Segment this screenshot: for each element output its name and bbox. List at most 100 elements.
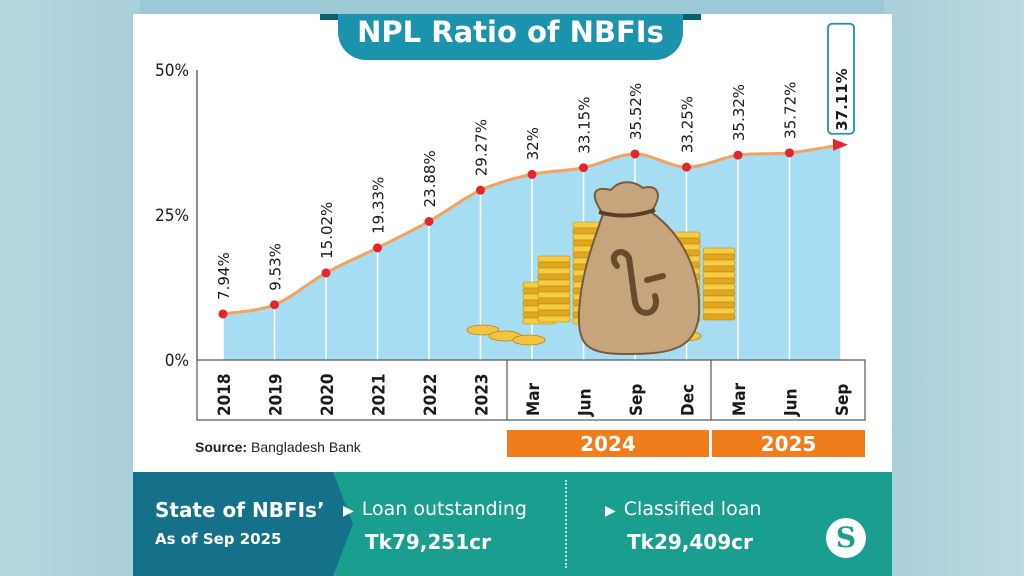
year-group-2025: 2025 xyxy=(712,430,865,457)
coin-stack xyxy=(702,283,736,291)
coin-stack xyxy=(537,291,571,299)
x-category-label: Sep xyxy=(833,384,853,416)
coin-stack xyxy=(537,297,571,305)
data-value-label: 33.25% xyxy=(679,96,697,153)
data-value-label: 35.32% xyxy=(730,84,748,141)
coin-stack xyxy=(702,277,736,285)
coin-stack xyxy=(702,301,736,309)
x-category-label: Jun xyxy=(782,389,802,417)
source-note: Source: Bangladesh Bank xyxy=(195,439,361,455)
coin-stack xyxy=(702,247,736,255)
data-point xyxy=(682,162,691,172)
footer-title-block: State of NBFIs’ As of Sep 2025 xyxy=(133,472,353,576)
data-point xyxy=(579,163,588,173)
footer-subtitle: As of Sep 2025 xyxy=(155,530,282,548)
coin-stack xyxy=(702,289,736,297)
data-point xyxy=(476,185,485,195)
data-point xyxy=(527,169,537,179)
loan-outstanding-label: Loan outstanding xyxy=(361,498,527,520)
coin-stack xyxy=(702,259,736,267)
data-value-label: 35.52% xyxy=(627,83,645,140)
x-category-label: 2018 xyxy=(215,373,235,416)
data-value-label: 29.27% xyxy=(473,119,491,176)
data-point xyxy=(270,300,279,310)
data-value-label: 32% xyxy=(524,127,542,160)
loan-outstanding-value: Tk79,251cr xyxy=(365,530,491,554)
coin-stack xyxy=(537,261,571,269)
coin-stack xyxy=(537,285,571,293)
year-group-2024: 2024 xyxy=(507,430,709,457)
coin xyxy=(512,334,546,346)
bag-tie xyxy=(598,208,656,218)
coin-stack xyxy=(537,267,571,275)
coin-stack xyxy=(537,303,571,311)
y-tick-label: 50% xyxy=(155,61,189,81)
x-category-label: Mar xyxy=(730,382,750,416)
money-bag-illustration xyxy=(466,181,736,356)
x-category-label: Mar xyxy=(524,382,544,416)
data-point xyxy=(321,268,331,278)
x-category-label: 2020 xyxy=(318,373,338,416)
x-category-label: 2019 xyxy=(267,373,287,416)
coin-stack xyxy=(537,309,571,317)
data-point xyxy=(373,243,382,253)
coin-stack xyxy=(537,255,571,263)
data-value-label: 19.33% xyxy=(370,177,388,234)
money-bag xyxy=(577,181,701,356)
data-value-label: 15.02% xyxy=(318,202,336,259)
coin xyxy=(466,324,500,336)
triangle-bullet-icon: ▶ xyxy=(343,503,354,519)
data-value-label: 23.88% xyxy=(421,150,439,207)
title-banner: NPL Ratio of NBFIs xyxy=(320,14,701,60)
footer-divider xyxy=(565,480,567,568)
publisher-logo: S xyxy=(826,518,866,558)
x-category-label: Sep xyxy=(627,384,647,416)
ribbon-right xyxy=(683,14,701,20)
data-value-label: 33.15% xyxy=(576,97,594,154)
data-point-arrow xyxy=(833,138,848,151)
footer-chevron xyxy=(333,472,353,576)
coin-stack xyxy=(537,273,571,281)
npl-chart: 0% 25% 50% 7.94% 9.53% 15.02% 19.33% 23.88% 29.2… xyxy=(155,22,866,421)
coin-stack xyxy=(537,279,571,287)
x-category-label: 2023 xyxy=(473,373,493,416)
ribbon-left xyxy=(320,14,338,20)
y-tick-label: 25% xyxy=(155,206,189,226)
coin-stack xyxy=(702,271,736,279)
coin-stack xyxy=(702,313,736,321)
x-category-label: Jun xyxy=(576,389,596,417)
background-left xyxy=(0,0,140,576)
coin-stack xyxy=(702,295,736,303)
data-point xyxy=(424,216,434,226)
classified-loan-value: Tk29,409cr xyxy=(627,530,753,554)
source-text: Bangladesh Bank xyxy=(251,439,361,455)
data-point xyxy=(785,148,794,158)
footer-panel: State of NBFIs’ As of Sep 2025 ▶ Loan out… xyxy=(133,472,892,576)
data-value-label: 35.72% xyxy=(782,82,800,139)
data-point xyxy=(218,309,228,319)
data-point xyxy=(733,150,743,160)
data-point xyxy=(630,149,640,159)
infographic-card: NPL Ratio of NBFIs 0% 25% 50% 7.94% 9.53% 15.… xyxy=(133,14,892,576)
footer-title: State of NBFIs’ xyxy=(155,498,325,522)
chart-title: NPL Ratio of NBFIs xyxy=(357,15,664,49)
data-value-label: 37.11% xyxy=(833,68,851,130)
x-category-label: 2022 xyxy=(421,373,441,416)
x-category-label: Dec xyxy=(679,384,699,416)
x-axis-box xyxy=(196,359,866,421)
loan-outstanding-stat: ▶ Loan outstanding Tk79,251cr xyxy=(343,498,527,554)
y-tick-label: 0% xyxy=(165,351,189,371)
coin-stack xyxy=(702,253,736,261)
coin-stack xyxy=(702,265,736,273)
coin-stack xyxy=(537,315,571,323)
classified-loan-label: Classified loan xyxy=(623,498,762,520)
source-label: Source: xyxy=(195,439,248,455)
triangle-bullet-icon: ▶ xyxy=(605,503,616,519)
classified-loan-stat: ▶ Classified loan Tk29,409cr xyxy=(605,498,761,554)
x-category-label: 2021 xyxy=(370,373,390,416)
highlight-value-box xyxy=(827,22,855,135)
coin-stack xyxy=(702,307,736,315)
data-value-label: 7.94% xyxy=(215,252,233,300)
background-right xyxy=(884,0,1024,576)
taka-icon xyxy=(610,249,666,316)
